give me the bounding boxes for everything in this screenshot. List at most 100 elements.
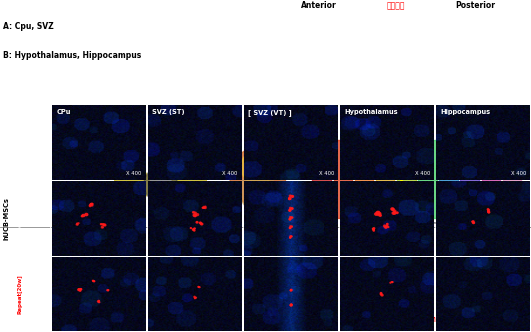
Circle shape	[201, 223, 203, 225]
Circle shape	[89, 205, 91, 207]
Circle shape	[172, 165, 209, 204]
Circle shape	[194, 215, 196, 216]
Text: A: A	[118, 131, 124, 140]
Circle shape	[380, 293, 382, 295]
Circle shape	[473, 221, 474, 222]
Circle shape	[289, 219, 291, 220]
Text: X 400: X 400	[126, 171, 142, 176]
Circle shape	[100, 224, 102, 225]
Circle shape	[230, 147, 286, 206]
Circle shape	[289, 219, 290, 220]
Circle shape	[373, 228, 375, 229]
Bar	[460, 139, 479, 218]
Circle shape	[291, 217, 293, 218]
Circle shape	[391, 208, 394, 210]
Circle shape	[91, 204, 93, 205]
Circle shape	[289, 227, 291, 228]
Circle shape	[89, 205, 90, 206]
Circle shape	[291, 304, 292, 305]
Circle shape	[90, 204, 91, 205]
Circle shape	[378, 212, 381, 215]
Circle shape	[392, 212, 395, 214]
Circle shape	[290, 226, 291, 227]
Circle shape	[392, 208, 394, 210]
Text: Hippocampus: Hippocampus	[441, 109, 491, 115]
Circle shape	[200, 222, 201, 224]
Circle shape	[289, 218, 291, 219]
Circle shape	[291, 236, 292, 237]
Text: human Mitochondria antibody(IHC): human Mitochondria antibody(IHC)	[364, 315, 517, 324]
Circle shape	[82, 214, 85, 216]
Circle shape	[76, 224, 78, 225]
Circle shape	[193, 214, 196, 216]
Circle shape	[380, 292, 382, 294]
Circle shape	[288, 199, 290, 200]
Text: B: Hypothalamus, Hippocampus: B: Hypothalamus, Hippocampus	[3, 51, 141, 60]
Circle shape	[104, 224, 105, 225]
Circle shape	[290, 304, 292, 305]
Text: X 400: X 400	[511, 171, 526, 176]
Circle shape	[290, 237, 291, 238]
Circle shape	[80, 290, 81, 291]
Circle shape	[472, 221, 473, 222]
Circle shape	[202, 207, 203, 208]
Circle shape	[113, 165, 150, 204]
Circle shape	[487, 209, 490, 210]
Text: A: A	[367, 134, 373, 140]
Circle shape	[291, 208, 293, 209]
Circle shape	[384, 226, 387, 228]
Text: Repeat[20w]: Repeat[20w]	[18, 274, 23, 314]
Circle shape	[80, 289, 81, 290]
Circle shape	[290, 290, 292, 291]
Text: B: B	[429, 134, 434, 140]
Circle shape	[290, 305, 292, 306]
Circle shape	[194, 212, 196, 213]
Circle shape	[205, 206, 206, 207]
Bar	[418, 139, 436, 218]
Circle shape	[387, 223, 388, 225]
Circle shape	[80, 289, 82, 290]
Circle shape	[376, 211, 380, 214]
Circle shape	[289, 195, 292, 197]
Circle shape	[487, 210, 489, 211]
Circle shape	[78, 289, 79, 290]
Text: Hypothalamus: Hypothalamus	[345, 109, 398, 115]
Circle shape	[77, 224, 78, 225]
Circle shape	[392, 282, 393, 283]
Bar	[355, 139, 373, 218]
Bar	[397, 139, 416, 218]
Bar	[50, 105, 531, 332]
Circle shape	[76, 223, 78, 224]
Text: SVZ (ST): SVZ (ST)	[152, 109, 185, 115]
Circle shape	[194, 296, 195, 297]
Circle shape	[373, 229, 374, 230]
Circle shape	[375, 213, 378, 215]
Circle shape	[393, 212, 396, 214]
Circle shape	[101, 226, 104, 228]
Circle shape	[194, 228, 195, 229]
Circle shape	[78, 289, 80, 290]
Circle shape	[289, 210, 291, 211]
Text: X 400: X 400	[415, 171, 430, 176]
Circle shape	[383, 225, 386, 227]
Circle shape	[194, 230, 195, 231]
Circle shape	[386, 227, 387, 228]
Circle shape	[289, 237, 290, 238]
Text: 투여위지: 투여위지	[387, 1, 405, 10]
Bar	[503, 139, 521, 218]
Text: CPu: CPu	[56, 109, 71, 115]
Circle shape	[81, 216, 83, 217]
Text: X 400: X 400	[319, 171, 334, 176]
Circle shape	[390, 282, 391, 283]
Circle shape	[372, 228, 374, 229]
Text: B: B	[215, 131, 221, 140]
Circle shape	[289, 210, 290, 211]
Circle shape	[196, 213, 199, 216]
Circle shape	[289, 198, 291, 200]
Circle shape	[102, 224, 104, 225]
Circle shape	[98, 300, 99, 301]
Circle shape	[290, 237, 291, 238]
Circle shape	[387, 225, 388, 226]
Circle shape	[196, 221, 198, 223]
Circle shape	[289, 208, 291, 209]
